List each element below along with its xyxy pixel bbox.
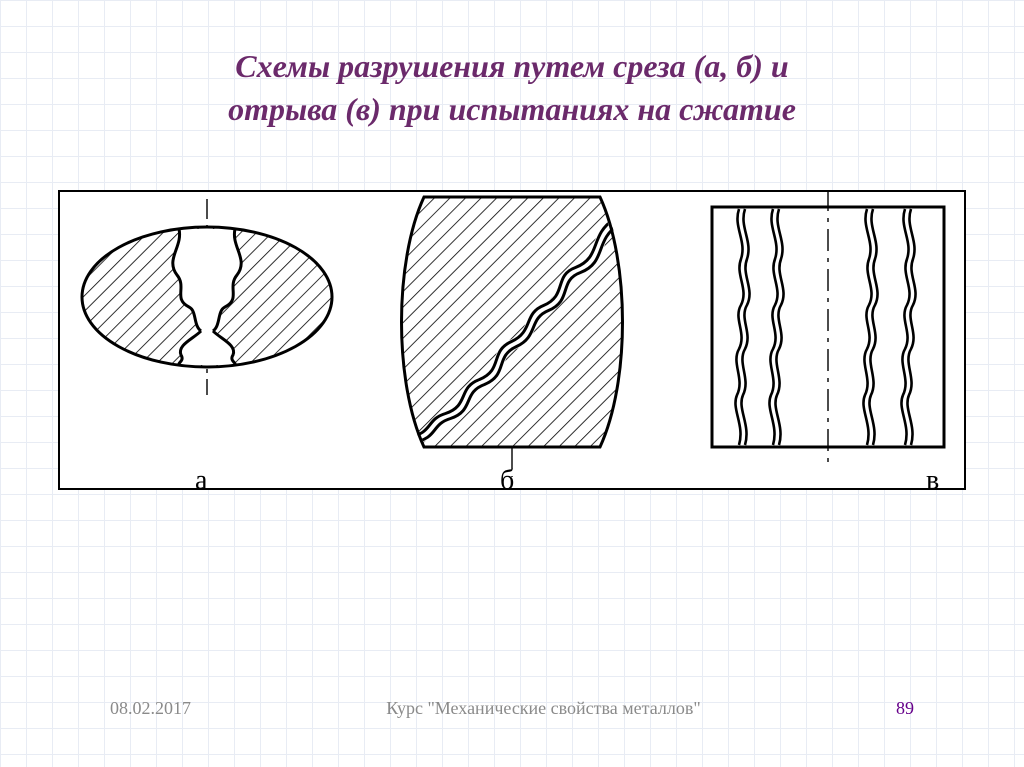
figure-container	[58, 190, 966, 490]
footer-course: Курс "Механические свойства металлов"	[191, 698, 896, 719]
slide-footer: 08.02.2017 Курс "Механические свойства м…	[0, 698, 1024, 719]
failure-schemes-diagram	[60, 192, 968, 492]
title-line1: Схемы разрушения путем среза (а, б) и	[235, 48, 788, 84]
footer-page-number: 89	[896, 698, 914, 719]
title-line2: отрыва (в) при испытаниях на сжатие	[228, 91, 796, 127]
slide-title: Схемы разрушения путем среза (а, б) и от…	[0, 0, 1024, 151]
panel-a-label: а	[195, 465, 207, 497]
panel-b-label: б	[500, 465, 514, 497]
footer-date: 08.02.2017	[110, 698, 191, 719]
panel-v-label: в	[926, 465, 939, 497]
